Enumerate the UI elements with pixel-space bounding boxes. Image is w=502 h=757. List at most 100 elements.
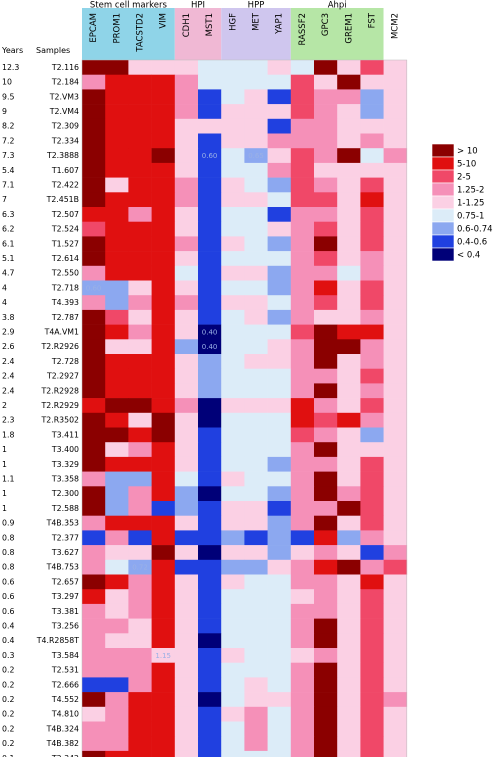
heatmap-cell xyxy=(174,74,199,90)
heatmap-cell xyxy=(105,148,129,164)
heatmap-cell xyxy=(128,60,152,75)
heatmap-cell xyxy=(290,383,315,399)
heatmap-cell xyxy=(151,648,176,663)
heatmap-cell xyxy=(337,339,361,355)
legend-label: 1.25-2 xyxy=(457,186,484,196)
heatmap-cell xyxy=(174,589,199,605)
heatmap-cell xyxy=(244,60,268,75)
heatmap-cell xyxy=(290,148,315,164)
heatmap-cell xyxy=(174,545,199,561)
heatmap-cell xyxy=(267,251,292,267)
row-year: 0.2 xyxy=(2,680,14,689)
heatmap-cell xyxy=(290,324,315,340)
row-sample: T4B.324 xyxy=(46,724,79,733)
heatmap-cell xyxy=(198,427,222,443)
heatmap-cell xyxy=(174,530,199,546)
row-year: 7 xyxy=(2,195,7,204)
heatmap-cell xyxy=(244,221,268,237)
heatmap-cell xyxy=(314,486,338,502)
row-sample: T4A.VM1 xyxy=(44,327,79,336)
heatmap-cell xyxy=(244,559,268,575)
heatmap-cell xyxy=(82,545,106,561)
heatmap-cell xyxy=(128,559,152,575)
heatmap-cell xyxy=(105,721,129,737)
heatmap-cell xyxy=(290,177,315,193)
heatmap-cell xyxy=(105,207,129,222)
heatmap-cell xyxy=(314,104,338,120)
heatmap-cell xyxy=(360,750,384,757)
row-sample: T4B.753 xyxy=(46,563,79,572)
heatmap-cell xyxy=(151,89,176,105)
heatmap-cell xyxy=(128,207,152,222)
heatmap-cell xyxy=(383,603,408,619)
row-year: 1 xyxy=(2,504,7,513)
heatmap-cell xyxy=(244,309,268,325)
heatmap-cell xyxy=(244,148,268,164)
row-sample: T1.527 xyxy=(51,239,79,248)
row-sample: T2.377 xyxy=(51,533,79,542)
heatmap-cell xyxy=(337,89,361,105)
heatmap-cell xyxy=(174,633,199,649)
heatmap-cell xyxy=(105,339,129,355)
heatmap-cell xyxy=(174,354,199,369)
heatmap-cell xyxy=(314,721,338,737)
heatmap-cell xyxy=(198,618,222,634)
heatmap-cell xyxy=(198,677,222,693)
row-year: 4 xyxy=(2,283,7,292)
row-sample: T2.531 xyxy=(51,666,79,675)
row-sample: T3.329 xyxy=(51,460,79,469)
heatmap-cell xyxy=(151,618,176,634)
heatmap-cell xyxy=(267,133,292,149)
heatmap-cell xyxy=(337,471,361,487)
heatmap-cell xyxy=(244,398,268,414)
row-year: 1 xyxy=(2,489,7,498)
heatmap-cell xyxy=(174,207,199,222)
heatmap-cell xyxy=(314,574,338,590)
heatmap-cell xyxy=(244,368,268,384)
heatmap-cell xyxy=(198,589,222,605)
heatmap-cell xyxy=(221,104,245,120)
heatmap-cell xyxy=(82,501,106,516)
group-title-2: HPP xyxy=(248,1,265,11)
heatmap-cell xyxy=(105,648,129,663)
heatmap-cell xyxy=(360,618,384,634)
heatmap-cell xyxy=(151,677,176,693)
heatmap-cell xyxy=(244,427,268,443)
heatmap-cell xyxy=(337,545,361,561)
heatmap-cell xyxy=(244,662,268,678)
heatmap-cell xyxy=(314,192,338,208)
heatmap-cell xyxy=(105,442,129,458)
row-sample: T2.2927 xyxy=(46,372,79,381)
column-label: VIM xyxy=(159,13,169,29)
heatmap-cell xyxy=(174,324,199,340)
heatmap-cell xyxy=(174,501,199,516)
heatmap-cell xyxy=(267,162,292,178)
heatmap-cell xyxy=(360,545,384,561)
heatmap-cell xyxy=(174,398,199,414)
heatmap-cell xyxy=(314,383,338,399)
heatmap-cell xyxy=(290,221,315,237)
heatmap-cell xyxy=(337,412,361,428)
heatmap-cell xyxy=(267,236,292,252)
heatmap-cell xyxy=(360,501,384,516)
heatmap-cell xyxy=(360,442,384,458)
heatmap-cell xyxy=(383,133,408,149)
heatmap-cell xyxy=(221,221,245,237)
legend-swatch xyxy=(431,247,455,262)
row-sample: T2.342 xyxy=(51,754,79,757)
heatmap-cell xyxy=(267,295,292,311)
heatmap-cell xyxy=(105,177,129,193)
row-sample: T2.614 xyxy=(51,254,79,263)
row-year: 0.1 xyxy=(2,754,14,757)
heatmap-cell xyxy=(314,648,338,663)
heatmap-cell xyxy=(360,559,384,575)
heatmap-cell xyxy=(128,354,152,369)
heatmap-cell xyxy=(198,603,222,619)
heatmap-cell xyxy=(198,280,222,296)
row-year: 1 xyxy=(2,460,7,469)
group-header-bg-3 xyxy=(290,8,384,60)
heatmap-cell xyxy=(337,706,361,722)
heatmap-cell xyxy=(360,383,384,399)
heatmap-cell xyxy=(337,236,361,252)
heatmap-cell xyxy=(267,530,292,546)
